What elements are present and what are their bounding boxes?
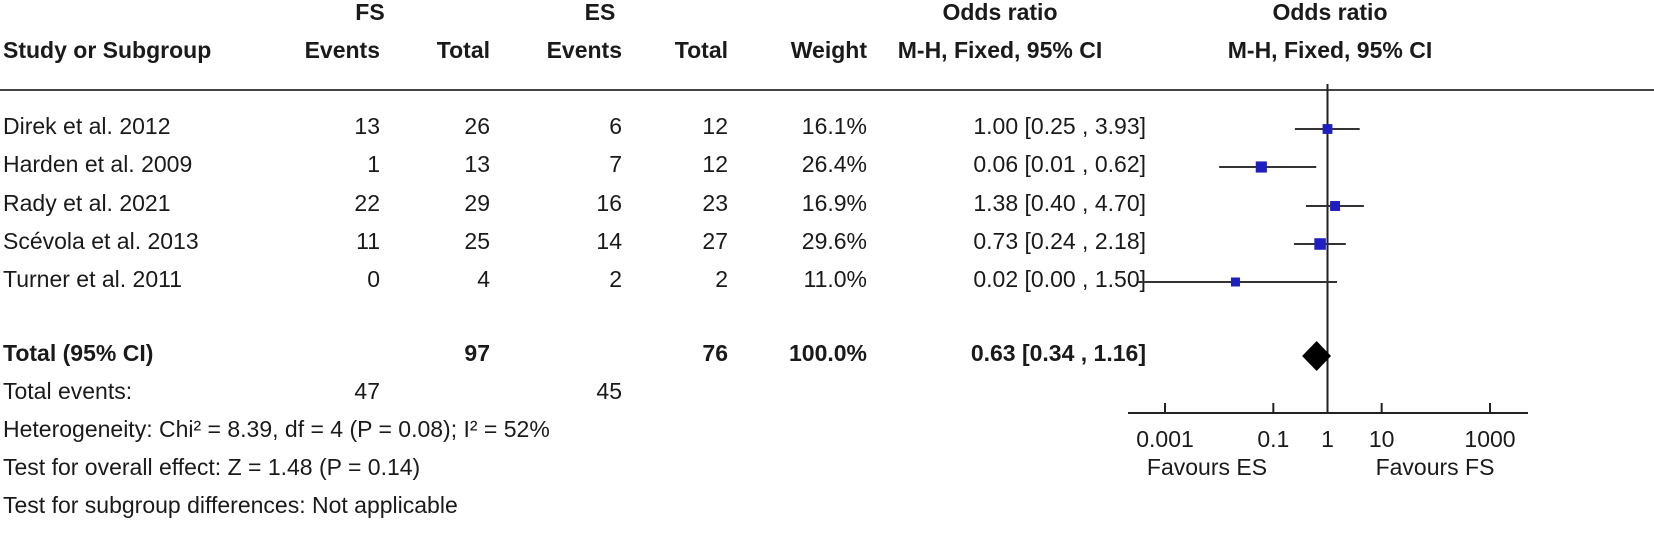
es-total: 12 bbox=[702, 151, 728, 177]
group2-header: ES bbox=[584, 0, 616, 25]
study-name: Harden et al. 2009 bbox=[3, 151, 193, 177]
fs-total: 13 bbox=[464, 151, 490, 177]
total-or-ci: 0.63 [0.34 , 1.16] bbox=[970, 340, 1146, 366]
fs-total: 25 bbox=[464, 228, 490, 254]
study-name: Rady et al. 2021 bbox=[3, 190, 171, 216]
weight-value: 16.9% bbox=[801, 190, 867, 216]
study-name: Scévola et al. 2013 bbox=[3, 228, 199, 254]
es-events: 7 bbox=[609, 151, 622, 177]
heterogeneity-note: Heterogeneity: Chi² = 8.39, df = 4 (P = … bbox=[3, 416, 550, 442]
es-total: 12 bbox=[702, 113, 728, 139]
fs-events: 1 bbox=[367, 151, 380, 177]
total-fs-total: 97 bbox=[464, 340, 490, 366]
es-total-header: Total bbox=[674, 37, 728, 63]
study-marker bbox=[1314, 238, 1326, 250]
x-tick-label: 0.001 bbox=[1136, 426, 1194, 452]
or-ci-value: 0.06 [0.01 , 0.62] bbox=[973, 151, 1146, 177]
or-ci-value: 0.02 [0.00 , 1.50] bbox=[973, 266, 1146, 292]
or-ci-value: 1.38 [0.40 , 4.70] bbox=[973, 190, 1146, 216]
fs-total-header: Total bbox=[436, 37, 490, 63]
es-events-header: Events bbox=[546, 37, 622, 63]
weight-value: 11.0% bbox=[803, 266, 867, 292]
x-tick-label: 0.1 bbox=[1257, 426, 1289, 452]
events-fs: 47 bbox=[354, 378, 380, 404]
fs-events: 13 bbox=[354, 113, 380, 139]
favours-left-label: Favours ES bbox=[1147, 454, 1267, 480]
pooled-diamond bbox=[1302, 341, 1331, 371]
x-tick-label: 10 bbox=[1369, 426, 1395, 452]
overall-effect-note: Test for overall effect: Z = 1.48 (P = 0… bbox=[3, 454, 421, 480]
x-tick-label: 1 bbox=[1321, 426, 1334, 452]
es-events: 16 bbox=[596, 190, 622, 216]
weight-value: 16.1% bbox=[801, 113, 867, 139]
subgroup-note: Test for subgroup differences: Not appli… bbox=[3, 492, 458, 518]
study-marker bbox=[1255, 161, 1267, 173]
weight-header: Weight bbox=[790, 37, 867, 63]
study-column-header: Study or Subgroup bbox=[3, 37, 212, 63]
plot-method-header: M-H, Fixed, 95% CI bbox=[1227, 37, 1433, 63]
fs-events-header: Events bbox=[304, 37, 380, 63]
fs-total: 29 bbox=[464, 190, 490, 216]
total-es-total: 76 bbox=[702, 340, 728, 366]
study-marker bbox=[1230, 277, 1240, 287]
fs-events: 22 bbox=[354, 190, 380, 216]
es-total: 23 bbox=[702, 190, 728, 216]
weight-value: 29.6% bbox=[801, 228, 867, 254]
group1-header: FS bbox=[355, 0, 385, 25]
study-name: Direk et al. 2012 bbox=[3, 113, 171, 139]
plot-title-header: Odds ratio bbox=[1272, 0, 1388, 25]
events-es: 45 bbox=[596, 378, 622, 404]
study-name: Turner et al. 2011 bbox=[3, 266, 182, 292]
study-marker bbox=[1322, 124, 1333, 134]
or-title-header: Odds ratio bbox=[942, 0, 1058, 25]
favours-right-label: Favours FS bbox=[1376, 454, 1495, 480]
or-ci-value: 0.73 [0.24 , 2.18] bbox=[973, 228, 1146, 254]
events-label: Total events: bbox=[3, 378, 133, 404]
header-divider bbox=[0, 89, 1654, 91]
fs-events: 11 bbox=[356, 228, 380, 254]
fs-events: 0 bbox=[367, 266, 380, 292]
es-total: 2 bbox=[715, 266, 728, 292]
total-weight: 100.0% bbox=[788, 340, 867, 366]
or-method-header: M-H, Fixed, 95% CI bbox=[897, 37, 1103, 63]
or-ci-value: 1.00 [0.25 , 3.93] bbox=[973, 113, 1146, 139]
total-label: Total (95% CI) bbox=[3, 340, 154, 366]
x-tick-label: 1000 bbox=[1464, 426, 1515, 452]
es-events: 2 bbox=[609, 266, 622, 292]
es-events: 6 bbox=[609, 113, 622, 139]
fs-total: 26 bbox=[464, 113, 490, 139]
weight-value: 26.4% bbox=[801, 151, 867, 177]
study-marker bbox=[1330, 201, 1341, 211]
es-events: 14 bbox=[596, 228, 622, 254]
fs-total: 4 bbox=[477, 266, 490, 292]
es-total: 27 bbox=[702, 228, 728, 254]
